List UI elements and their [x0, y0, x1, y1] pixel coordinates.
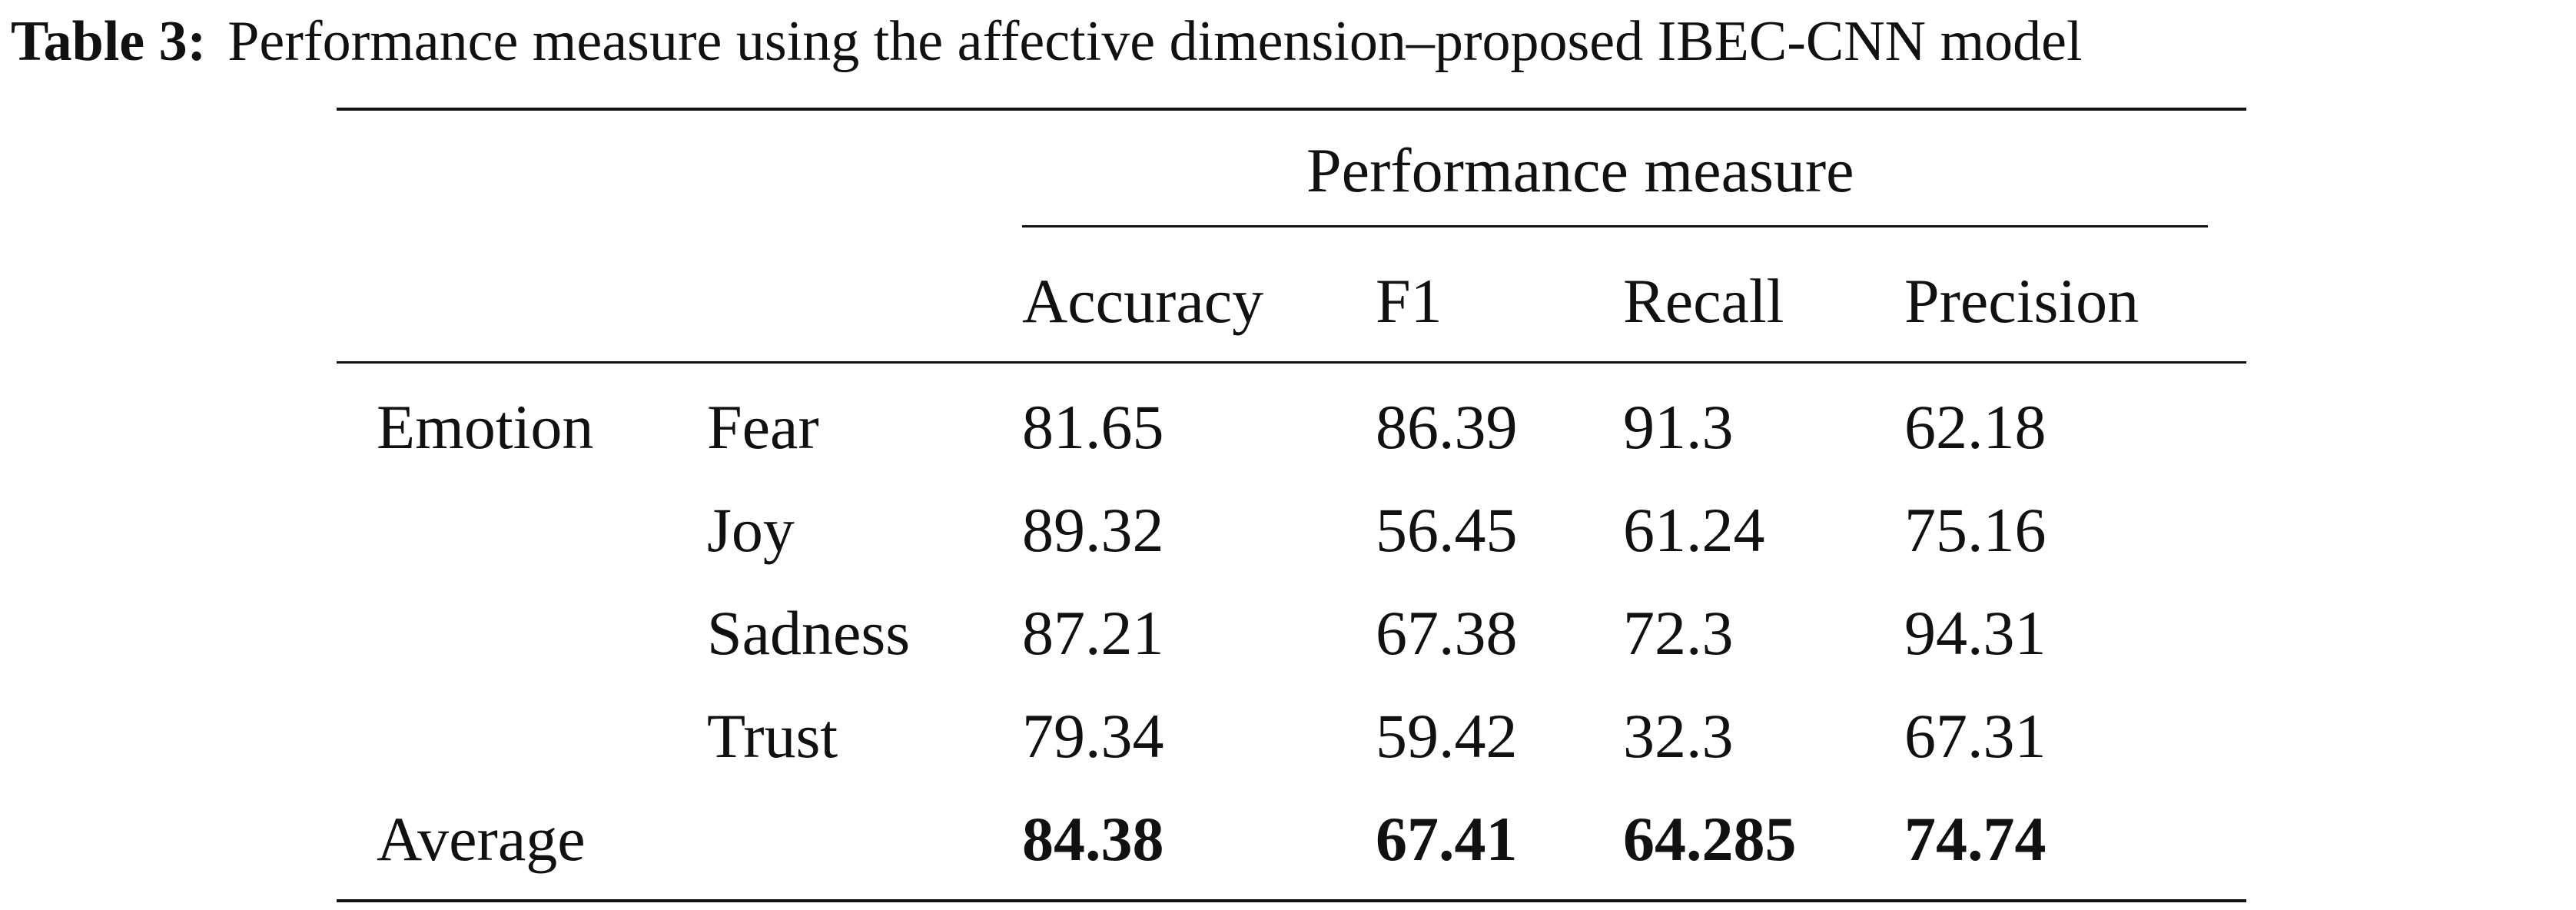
table-cell: 86.39 — [1376, 392, 1518, 462]
table-cell: 61.24 — [1623, 495, 1765, 565]
table-cell: 56.45 — [1376, 495, 1518, 565]
column-header-accuracy: Accuracy — [1022, 266, 1264, 336]
average-cell: 64.285 — [1623, 804, 1797, 874]
table-cell: 67.38 — [1376, 598, 1518, 668]
average-cell: 74.74 — [1904, 804, 2047, 874]
table-cell: 79.34 — [1022, 701, 1164, 771]
table-cell: 75.16 — [1904, 495, 2047, 565]
average-cell: 67.41 — [1376, 804, 1518, 874]
column-header-f1: F1 — [1376, 266, 1442, 336]
header-rule — [337, 361, 2246, 364]
average-label: Average — [377, 804, 586, 874]
table-cell: 87.21 — [1022, 598, 1164, 668]
table-cell: 81.65 — [1022, 392, 1164, 462]
table-cell: 94.31 — [1904, 598, 2047, 668]
table-bottom-rule — [337, 899, 2246, 902]
table-top-rule — [337, 108, 2246, 111]
column-header-precision: Precision — [1904, 266, 2139, 336]
table-cell: 32.3 — [1623, 701, 1734, 771]
row-label: Sadness — [707, 598, 911, 668]
group-header-rule — [1022, 225, 2208, 227]
caption-text: Performance measure using the affective … — [227, 10, 2083, 73]
table-cell: 62.18 — [1904, 392, 2047, 462]
row-label: Trust — [707, 701, 838, 771]
caption-label: Table 3: — [11, 10, 207, 73]
table-cell: 67.31 — [1904, 701, 2047, 771]
column-header-recall: Recall — [1623, 266, 1784, 336]
row-label: Fear — [707, 392, 819, 462]
table-cell: 59.42 — [1376, 701, 1518, 771]
table-cell: 91.3 — [1623, 392, 1734, 462]
group-label-emotion: Emotion — [377, 392, 594, 462]
group-header: Performance measure — [1306, 135, 1854, 205]
average-cell: 84.38 — [1022, 804, 1164, 874]
table-caption: Table 3: Performance measure using the af… — [11, 5, 2083, 78]
row-label: Joy — [707, 495, 795, 565]
table-cell: 72.3 — [1623, 598, 1734, 668]
table-cell: 89.32 — [1022, 495, 1164, 565]
